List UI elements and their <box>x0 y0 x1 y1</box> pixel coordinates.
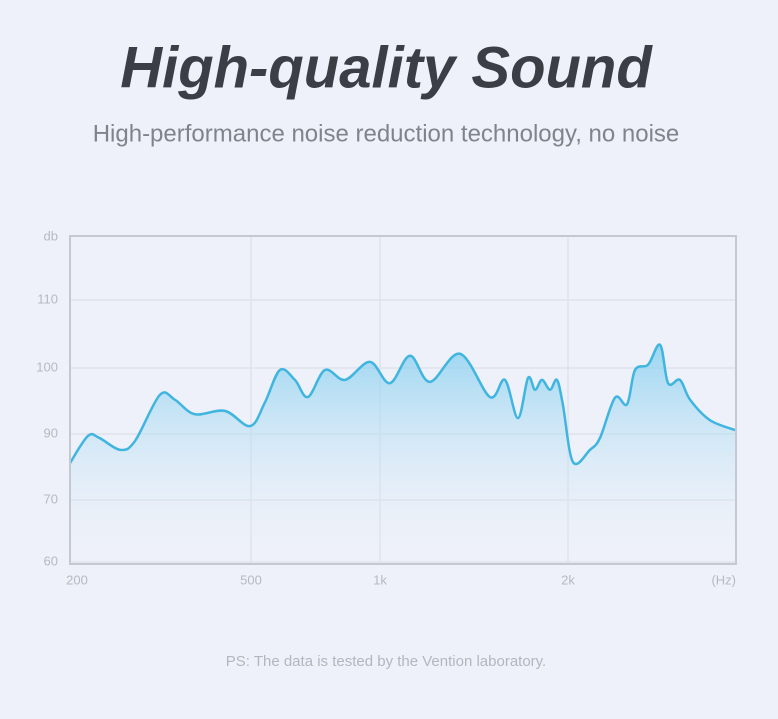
y-tick-label: 100 <box>36 359 58 374</box>
y-tick-label: 60 <box>44 553 58 568</box>
y-tick-label: 90 <box>44 425 58 440</box>
footnote: PS: The data is tested by the Vention la… <box>226 653 546 670</box>
plot-frame <box>69 235 737 565</box>
x-tick-label: 2k <box>561 572 575 587</box>
area <box>70 344 735 563</box>
y-tick-label: 110 <box>37 291 58 306</box>
x-tick-label: 200 <box>66 572 88 587</box>
x-unit-label: (Hz) <box>711 572 736 587</box>
y-tick-label: 70 <box>44 491 58 506</box>
subtitle: High-performance noise reduction technol… <box>93 120 680 147</box>
x-tick-label: 500 <box>240 572 262 587</box>
y-unit-label: db <box>44 228 58 243</box>
x-tick-label: 1k <box>373 572 387 587</box>
line <box>68 343 736 466</box>
chart <box>68 236 736 564</box>
title: High-quality Sound <box>120 35 653 100</box>
